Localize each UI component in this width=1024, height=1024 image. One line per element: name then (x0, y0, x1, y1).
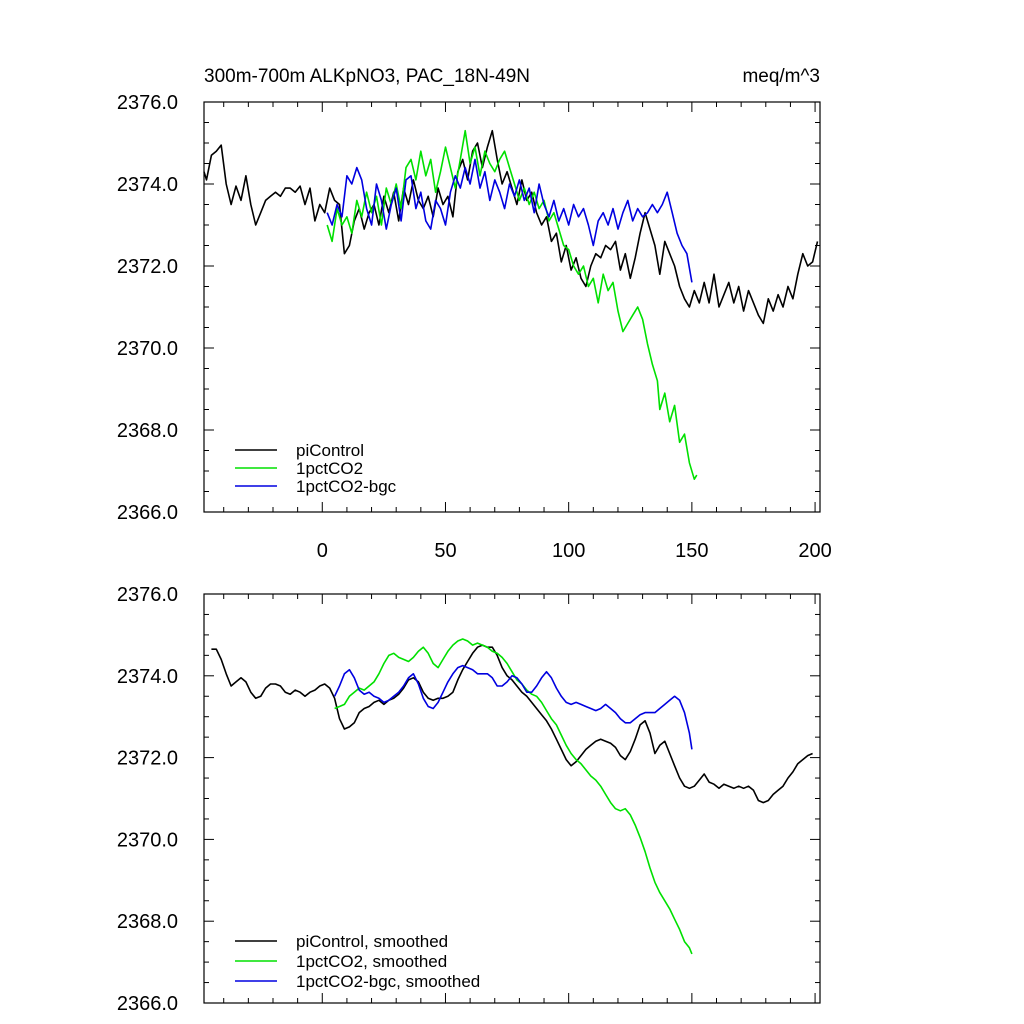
chart-title: 300m-700m ALKpNO3, PAC_18N-49N (204, 66, 530, 87)
legend-label: 1pctCO2, smoothed (296, 952, 447, 971)
y-tick-label: 2370.0 (117, 829, 178, 851)
series-line-1pctco2-smoothed (334, 638, 693, 955)
legend-label: 1pctCO2-bgc, smoothed (296, 972, 480, 991)
y-tick-label: 2368.0 (117, 420, 178, 442)
y-tick-label: 2374.0 (117, 666, 178, 688)
series-line-1pctco2 (326, 129, 698, 480)
bottom-panel: 2366.0 2368.0 2370.0 2372.0 2374.0 2376.0 piCo… (117, 584, 821, 1015)
legend-label: piControl (296, 441, 364, 460)
series-line-1pctco2-bgc (326, 158, 693, 283)
y-tick-label: 2374.0 (117, 174, 178, 196)
legend-label: piControl, smoothed (296, 932, 448, 951)
legend-label: 1pctCO2-bgc (296, 477, 397, 496)
y-tick-label: 2368.0 (117, 911, 178, 933)
series-line-picontrol (203, 129, 819, 325)
y-tick-label: 2366.0 (117, 993, 178, 1015)
x-tick-label: 50 (434, 540, 456, 562)
x-tick-label: 150 (675, 540, 708, 562)
y-tick-label: 2370.0 (117, 338, 178, 360)
legend-label: 1pctCO2 (296, 459, 363, 478)
y-tick-label: 2366.0 (117, 502, 178, 524)
series-line-picontrol-smoothed (211, 644, 813, 804)
y-tick-label: 2372.0 (117, 256, 178, 278)
series-line-1pctco2-bgc-smoothed (333, 664, 693, 750)
top-panel: 2366.0 2368.0 2370.0 2372.0 2374.0 2376.0 0 50 1… (117, 92, 832, 562)
x-tick-label: 0 (317, 540, 328, 562)
y-tick-label: 2376.0 (117, 92, 178, 114)
x-tick-label: 200 (798, 540, 831, 562)
x-tick-label: 100 (552, 540, 585, 562)
chart-units: meq/m^3 (742, 66, 820, 87)
y-tick-label: 2372.0 (117, 748, 178, 770)
y-tick-label: 2376.0 (117, 584, 178, 606)
